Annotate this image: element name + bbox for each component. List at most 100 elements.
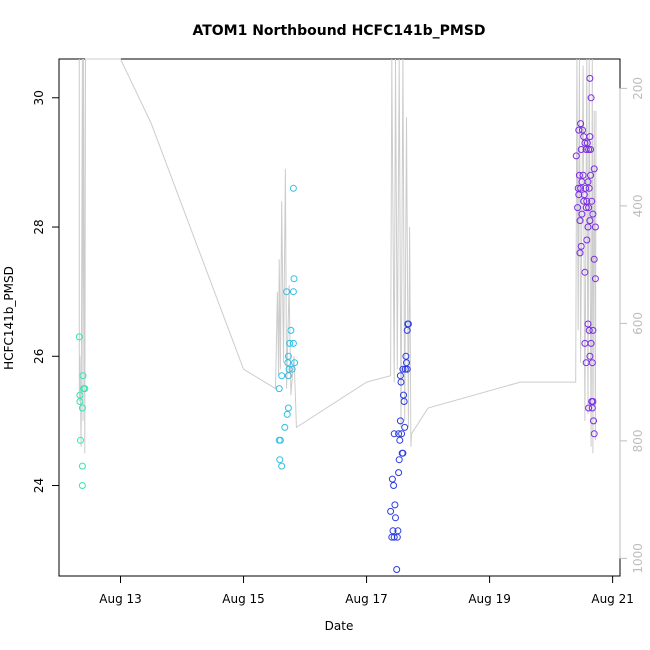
data-point-series-4 [576,217,584,225]
right-tick-label: 800 [631,429,645,452]
data-point-series-4 [590,165,598,173]
data-point-series-4 [582,146,590,153]
data-point-series-4 [587,171,594,179]
data-point-series-3 [401,365,409,373]
data-point-series-3 [390,430,398,438]
data-point-series-3 [396,436,404,444]
data-point-series-2 [289,184,297,192]
x-tick-label: Aug 21 [591,592,634,606]
data-point-series-4 [589,326,597,334]
data-point-series-3 [403,359,410,367]
data-point-series-3 [403,365,411,373]
data-point-series-4 [578,210,586,218]
data-point-series-2 [284,404,292,412]
data-point-series-4 [587,339,595,347]
data-point-series-4 [572,152,580,160]
y-tick-label: 28 [32,219,46,234]
data-point-series-4 [584,320,592,328]
data-point-series-2 [283,288,291,296]
data-point-series-4 [587,94,595,102]
data-point-series-4 [585,184,593,192]
right-tick-label: 400 [631,194,645,217]
data-point-series-3 [401,423,409,431]
data-point-series-4 [579,171,587,179]
data-point-series-4 [591,275,599,283]
y-axis: 24 26 28 30 [32,90,60,493]
data-point-series-4 [579,126,586,134]
data-point-series-3 [395,469,403,477]
data-point-series-4 [575,171,583,179]
data-point-series-2 [275,385,283,393]
data-point-series-4 [587,146,594,153]
data-point-series-4 [591,223,599,231]
data-point-series-2 [281,423,289,431]
x-axis-label: Date [325,619,354,633]
data-point-series-1 [77,436,84,444]
data-point-series-2 [287,326,295,334]
data-point-series-1 [79,372,87,380]
data-point-series-3 [399,449,407,457]
plot-frame [58,58,621,577]
y-tick-label: 30 [32,90,46,105]
x-tick-label: Aug 19 [468,592,511,606]
data-point-series-2 [278,462,286,470]
data-point-series-2 [288,365,296,373]
data-point-series-4 [581,139,589,147]
data-point-series-4 [581,268,589,276]
data-point-series-4 [589,398,597,405]
data-point-series-3 [390,533,398,541]
data-point-series-2 [290,275,298,283]
data-point-series-4 [582,204,590,212]
data-point-series-4 [575,126,583,134]
background-trace-line [78,58,597,454]
data-point-series-4 [584,178,592,186]
data-point-series-3 [387,507,395,515]
data-point-series-2 [278,372,286,380]
data-point-series-4 [577,146,585,153]
data-point-series-4 [586,352,594,360]
data-point-series-3 [399,365,407,373]
data-point-series-4 [574,204,582,212]
y-tick-label: 24 [32,478,46,493]
data-point-series-3 [391,501,399,509]
data-point-series-4 [588,359,596,367]
data-point-series-4 [582,184,590,192]
data-point-series-2 [289,288,297,296]
data-point-series-4 [589,210,597,218]
data-point-series-2 [276,436,284,444]
right-tick-label: 1000 [631,543,645,574]
data-point-series-2 [285,365,293,373]
data-point-series-4 [590,417,597,425]
right-tick-label: 600 [631,312,645,335]
x-axis: Aug 13 Aug 15 Aug 17 Aug 19 Aug 21 [99,575,634,606]
data-point-series-3 [396,372,404,380]
data-point-series-4 [577,242,585,250]
data-point-series-4 [586,74,594,82]
data-point-series-3 [390,482,398,489]
data-point-series-3 [392,514,399,522]
data-point-series-1 [76,398,84,405]
x-tick-label: Aug 15 [222,592,265,606]
data-point-series-4 [580,197,588,205]
data-point-series-2 [276,456,284,464]
background-trace-layer [78,58,597,454]
points-layer [75,74,599,573]
data-point-series-3 [388,475,396,483]
data-point-series-1 [78,404,86,412]
data-point-series-1 [75,333,83,341]
data-point-series-3 [400,391,407,399]
data-point-series-1 [78,482,86,489]
data-point-series-2 [283,410,291,418]
data-point-series-2 [284,372,292,380]
data-point-series-3 [404,320,412,328]
data-point-series-3 [395,456,403,464]
data-point-series-4 [585,146,593,153]
data-point-series-3 [393,566,401,573]
data-point-series-3 [394,527,402,535]
data-point-series-4 [577,120,585,128]
data-point-series-4 [583,236,591,244]
data-point-series-3 [389,527,397,535]
data-point-series-4 [586,217,594,225]
data-point-series-3 [398,430,406,438]
